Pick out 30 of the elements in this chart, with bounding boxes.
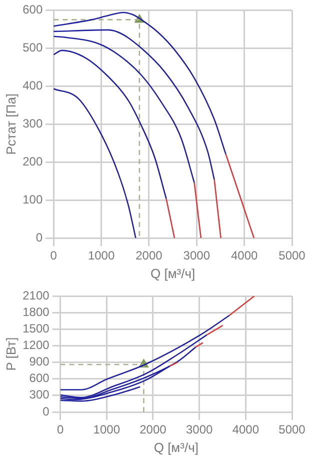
x-tick-label: 2000: [136, 248, 163, 263]
y-axis-title: Рстат [Па]: [3, 93, 18, 155]
y-tick-label: 0: [36, 230, 43, 244]
y-tick-label: 1800: [22, 304, 50, 319]
x-axis-title: Q [м³/ч]: [154, 440, 198, 455]
y-tick-label: 200: [22, 154, 43, 168]
y-tick-label: 600: [29, 371, 50, 386]
x-tick-label: 4000: [230, 248, 258, 263]
x-tick-label: 0: [56, 422, 64, 437]
x-tick-label: 5000: [278, 422, 306, 437]
y-tick-label: 900: [29, 354, 50, 369]
y-tick-label: 300: [22, 116, 43, 130]
x-axis-title: Q [м³/ч]: [150, 266, 196, 281]
x-tick-label: 5000: [278, 248, 306, 263]
y-tick-label: 0: [42, 404, 50, 418]
x-tick-label: 1000: [88, 248, 115, 263]
y-tick-label: 2100: [22, 288, 50, 302]
x-tick-label: 3000: [183, 248, 210, 263]
y-tick-label: 400: [22, 78, 43, 92]
y-tick-label: 1500: [22, 321, 50, 336]
x-tick-label: 1000: [93, 422, 120, 437]
x-tick-label: 2000: [140, 422, 167, 437]
y-tick-label: 500: [22, 40, 43, 54]
y-tick-label: 600: [22, 2, 43, 17]
x-tick-label: 3000: [186, 422, 213, 437]
y-tick-label: 300: [29, 388, 50, 402]
y-tick-label: 1200: [22, 338, 50, 352]
y-tick-label: 100: [22, 192, 43, 206]
x-tick-label: 4000: [232, 422, 260, 437]
y-axis-title: P [Вт]: [3, 337, 18, 371]
